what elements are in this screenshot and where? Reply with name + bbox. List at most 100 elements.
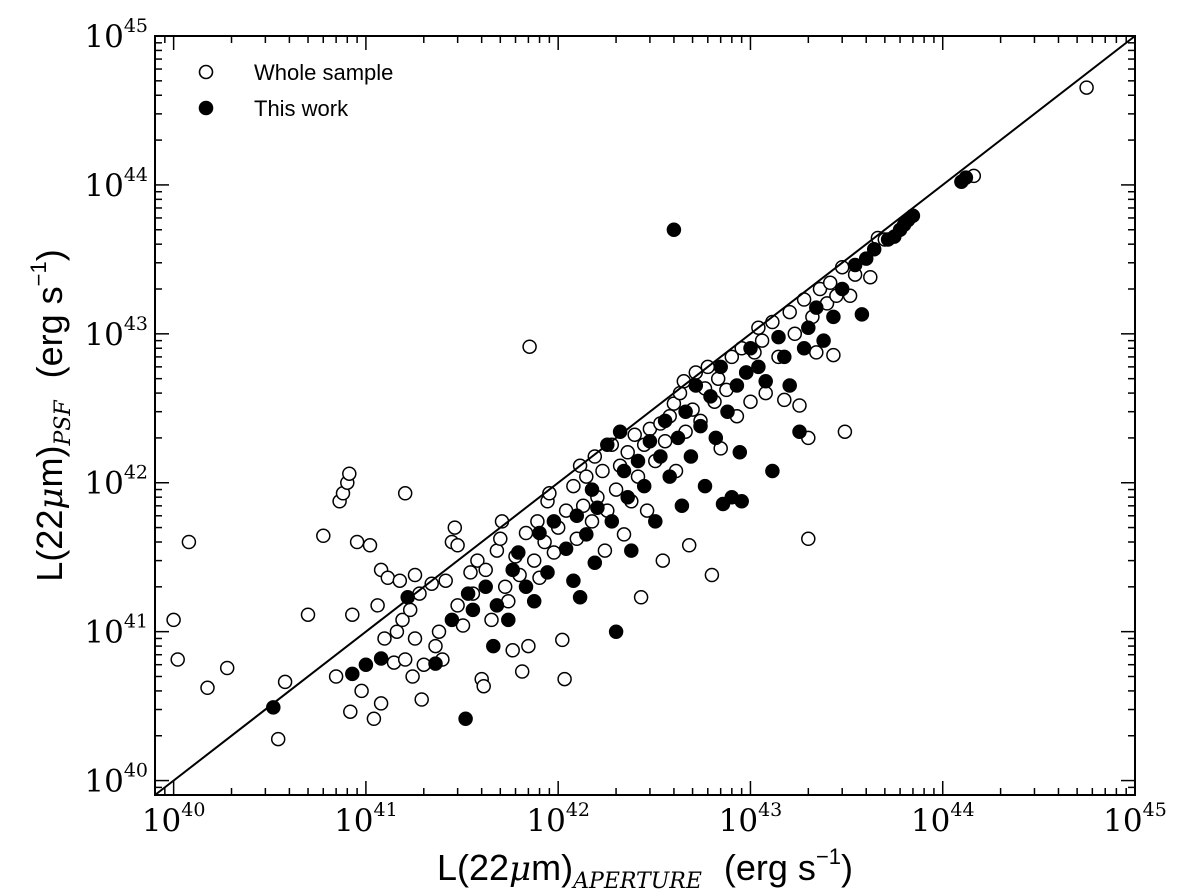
whole-sample-point (407, 567, 423, 583)
this-work-point (693, 418, 708, 434)
y-axis-label-subscript: PSF (51, 400, 76, 447)
this-work-point (958, 170, 974, 185)
whole-sample-point (497, 579, 513, 595)
whole-sample-point (530, 514, 545, 529)
x-tick-label: 1041 (334, 799, 398, 839)
y-tick-label: 1043 (84, 313, 148, 353)
whole-sample-point (200, 680, 215, 696)
whole-sample-point (546, 545, 562, 560)
x-axis-label-unit-exponent: −1 (816, 844, 841, 869)
x-axis-label-m: m) (531, 847, 573, 888)
x-axis-label-close: ) (841, 847, 853, 888)
whole-sample-point (170, 652, 185, 667)
this-work-point (792, 424, 807, 439)
whole-sample-point (681, 538, 697, 553)
this-work-point (532, 525, 547, 541)
whole-sample-point (792, 398, 807, 413)
whole-sample-point (743, 394, 758, 409)
whole-sample-point (666, 396, 682, 411)
whole-sample-point (620, 445, 635, 460)
whole-sample-point (489, 543, 505, 558)
whole-sample-point (657, 433, 673, 449)
this-work-point (540, 565, 555, 580)
this-work-point (703, 389, 718, 404)
this-work-point (648, 514, 663, 529)
y-axis-label-main: L(22 (29, 510, 70, 582)
this-work-point (771, 329, 786, 345)
whole-sample-point (633, 590, 649, 605)
whole-sample-point (354, 683, 369, 699)
whole-sample-point (328, 669, 344, 684)
whole-sample-point (345, 607, 360, 622)
whole-sample-point (392, 573, 408, 588)
whole-sample-point (407, 631, 423, 646)
whole-sample-point (595, 463, 610, 479)
this-work-point (489, 598, 505, 613)
this-work-point (854, 307, 870, 322)
this-work-point (847, 257, 863, 273)
this-work-point (373, 651, 389, 666)
whole-sample-point (863, 269, 878, 285)
whole-sample-point (493, 531, 508, 547)
whole-sample-point (450, 598, 465, 613)
whole-sample-point (608, 482, 624, 497)
this-work-point (674, 498, 690, 514)
whole-sample-point (380, 570, 396, 586)
whole-sample-point (478, 562, 493, 578)
this-work-point (729, 378, 745, 393)
legend-marker-this-work (198, 100, 214, 116)
this-work-point (816, 333, 831, 348)
x-axis-label: L(22μm)APERTURE (erg s−1) (437, 844, 853, 891)
this-work-point (751, 359, 766, 375)
whole-sample-point (428, 638, 443, 654)
y-axis-label-m: m) (29, 446, 70, 488)
this-work-point (612, 424, 628, 439)
whole-sample-point (476, 678, 491, 694)
this-work-point (670, 430, 686, 446)
whole-sample-point (822, 275, 838, 291)
whole-sample-point (362, 538, 378, 553)
whole-sample-point (655, 553, 671, 568)
whole-sample-point (431, 624, 447, 639)
this-work-point (683, 449, 699, 464)
this-work-point (653, 449, 668, 464)
this-work-point (465, 602, 481, 618)
this-work-point (782, 378, 797, 393)
this-work-point (720, 404, 735, 419)
whole-sample-point (463, 565, 478, 580)
whole-sample-point (343, 704, 358, 719)
whole-sample-point (575, 498, 591, 514)
y-tick-label: 1041 (84, 611, 148, 651)
this-work-point (809, 300, 824, 315)
x-tick-label: 1043 (719, 799, 783, 839)
whole-sample-point (402, 602, 418, 618)
y-axis-label-unit: (erg s (29, 286, 70, 378)
this-work-point (444, 612, 460, 628)
this-work-point (458, 711, 473, 727)
whole-sample-point (1079, 80, 1094, 95)
whole-sample-point (710, 371, 726, 386)
this-work-point (801, 320, 816, 335)
legend-label-whole-sample: Whole sample (254, 60, 393, 85)
this-work-point (697, 478, 713, 494)
this-work-point (478, 579, 493, 595)
whole-sample-point (597, 543, 613, 558)
this-work-point (526, 594, 542, 609)
this-work-point (358, 657, 374, 672)
tick-labels: 1040 1041 1042 1043 1044 1045 1040 1041 1042 1043… (84, 15, 1166, 839)
this-work-point (584, 482, 600, 497)
whole-sample-point (370, 598, 385, 613)
whole-sample-point (566, 478, 581, 494)
this-work-point (620, 489, 635, 505)
whole-sample-point (782, 304, 797, 320)
whole-sample-point (627, 427, 642, 443)
whole-sample-point (166, 612, 181, 628)
whole-sample-point (316, 528, 331, 544)
this-work-point (345, 666, 360, 682)
whole-sample-point (514, 664, 530, 679)
this-work-point (486, 638, 501, 654)
this-work-point (569, 508, 585, 524)
whole-sample-point (447, 520, 463, 535)
this-work-point (460, 586, 476, 601)
